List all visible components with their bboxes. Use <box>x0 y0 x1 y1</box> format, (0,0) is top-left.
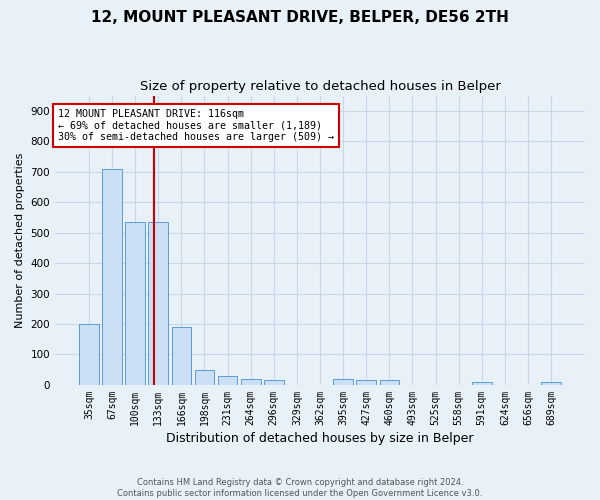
Bar <box>472 382 491 385</box>
Bar <box>172 327 191 385</box>
Bar <box>194 370 214 385</box>
Title: Size of property relative to detached houses in Belper: Size of property relative to detached ho… <box>140 80 500 93</box>
Bar <box>541 382 561 385</box>
Y-axis label: Number of detached properties: Number of detached properties <box>15 152 25 328</box>
Bar <box>241 379 260 385</box>
Bar <box>102 168 122 385</box>
Bar <box>148 222 168 385</box>
Bar <box>380 380 399 385</box>
Bar <box>264 380 284 385</box>
Bar <box>218 376 238 385</box>
Bar <box>125 222 145 385</box>
X-axis label: Distribution of detached houses by size in Belper: Distribution of detached houses by size … <box>166 432 474 445</box>
Bar <box>356 380 376 385</box>
Text: Contains HM Land Registry data © Crown copyright and database right 2024.
Contai: Contains HM Land Registry data © Crown c… <box>118 478 482 498</box>
Bar <box>79 324 99 385</box>
Text: 12 MOUNT PLEASANT DRIVE: 116sqm
← 69% of detached houses are smaller (1,189)
30%: 12 MOUNT PLEASANT DRIVE: 116sqm ← 69% of… <box>58 108 334 142</box>
Bar <box>334 379 353 385</box>
Text: 12, MOUNT PLEASANT DRIVE, BELPER, DE56 2TH: 12, MOUNT PLEASANT DRIVE, BELPER, DE56 2… <box>91 10 509 25</box>
